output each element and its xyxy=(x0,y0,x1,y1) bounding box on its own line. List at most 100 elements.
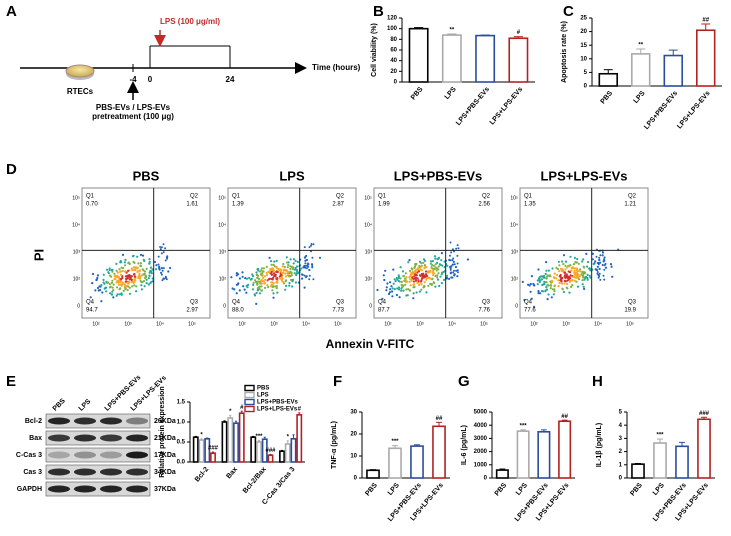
event-dot xyxy=(258,280,261,283)
treatment-label: LPS (100 μg/ml) xyxy=(160,17,220,26)
x-tick-label: LPS xyxy=(515,482,529,497)
event-dot xyxy=(117,281,120,284)
event-dot xyxy=(267,286,270,289)
flow-y-tick: 10⁵ xyxy=(218,195,226,201)
flow-x-tick: 10⁵ xyxy=(334,321,342,327)
event-dot xyxy=(139,264,142,267)
event-dot xyxy=(118,279,121,282)
event-dot xyxy=(127,285,130,288)
event-dot xyxy=(285,256,288,259)
tick-label: 0 xyxy=(148,75,153,84)
event-dot xyxy=(397,277,400,280)
event-dot xyxy=(293,272,296,275)
event-dot xyxy=(418,290,421,293)
flow-y-tick: 10⁴ xyxy=(218,222,226,228)
dish-icon xyxy=(65,64,95,78)
event-dot xyxy=(583,287,586,290)
error-bar xyxy=(634,462,642,465)
row-label: Cas 3 xyxy=(23,469,42,476)
event-dot xyxy=(296,265,299,268)
event-dot xyxy=(551,288,554,291)
event-dot xyxy=(391,290,394,293)
flow-frame xyxy=(227,187,357,319)
event-dot xyxy=(143,259,146,263)
blot-band xyxy=(74,451,96,459)
event-dot xyxy=(304,255,307,258)
event-dot xyxy=(449,241,452,244)
event-dot xyxy=(381,297,384,300)
event-dot xyxy=(296,260,299,263)
event-dot xyxy=(408,259,411,262)
event-dot xyxy=(452,263,454,266)
event-dot xyxy=(596,269,598,272)
event-dot xyxy=(419,268,422,271)
event-dot xyxy=(434,285,437,288)
event-dot xyxy=(283,282,286,285)
event-dot xyxy=(599,278,602,281)
flow-frame xyxy=(519,187,649,319)
x-tick-label: PBS xyxy=(494,482,509,498)
event-dot xyxy=(533,305,536,308)
x-tick-label: LPS xyxy=(633,90,647,105)
event-dot xyxy=(588,267,591,270)
event-dot xyxy=(604,266,608,269)
annotation: *** xyxy=(656,433,664,439)
event-dot xyxy=(91,282,94,285)
event-dot xyxy=(586,273,589,276)
event-dot xyxy=(546,298,549,301)
event-dot xyxy=(238,277,241,280)
event-dot xyxy=(581,260,584,263)
event-dot xyxy=(275,266,279,269)
event-dot xyxy=(102,278,105,281)
event-dot xyxy=(559,279,562,282)
event-dot xyxy=(549,284,552,287)
event-dot xyxy=(413,275,416,278)
event-dot xyxy=(130,275,133,278)
event-dot xyxy=(140,274,143,277)
event-dot xyxy=(114,278,117,281)
event-dot xyxy=(115,269,118,272)
event-dot xyxy=(275,285,278,288)
legend-swatch xyxy=(244,405,255,413)
event-dot xyxy=(398,296,401,299)
event-dot xyxy=(266,284,269,287)
event-dot xyxy=(575,280,578,283)
event-dot xyxy=(161,269,164,272)
event-dot xyxy=(543,276,546,279)
event-dot xyxy=(289,267,292,271)
y-tick-label: 0.5 xyxy=(177,440,186,446)
event-dot xyxy=(529,290,532,293)
event-dot xyxy=(556,273,559,276)
error-bar xyxy=(700,416,708,420)
event-dot xyxy=(573,256,577,259)
panel-letter: H xyxy=(592,373,603,390)
bar xyxy=(227,417,234,463)
flow-x-tick: 10³ xyxy=(416,321,424,327)
event-dot xyxy=(545,269,548,272)
event-dot xyxy=(454,265,458,269)
event-dot xyxy=(530,275,534,278)
event-dot xyxy=(292,262,295,265)
event-dot xyxy=(260,269,263,272)
event-dot xyxy=(272,272,275,275)
event-dot xyxy=(415,274,418,277)
event-dot xyxy=(440,252,443,255)
event-dot xyxy=(538,276,541,279)
event-dot xyxy=(119,283,122,286)
event-dot xyxy=(455,269,458,272)
panel-letter: D xyxy=(6,161,17,178)
event-dot xyxy=(436,274,439,277)
event-dot xyxy=(162,267,165,270)
event-dot xyxy=(262,280,265,283)
blot-band xyxy=(48,468,70,476)
event-dot xyxy=(574,261,577,264)
blot-strip xyxy=(45,413,151,429)
row-label: GAPDH xyxy=(17,486,42,493)
event-dot xyxy=(436,261,439,264)
event-dot xyxy=(157,263,160,266)
event-dot xyxy=(148,258,151,261)
bar xyxy=(250,436,257,463)
event-dot xyxy=(258,288,261,291)
event-dot xyxy=(596,272,599,275)
